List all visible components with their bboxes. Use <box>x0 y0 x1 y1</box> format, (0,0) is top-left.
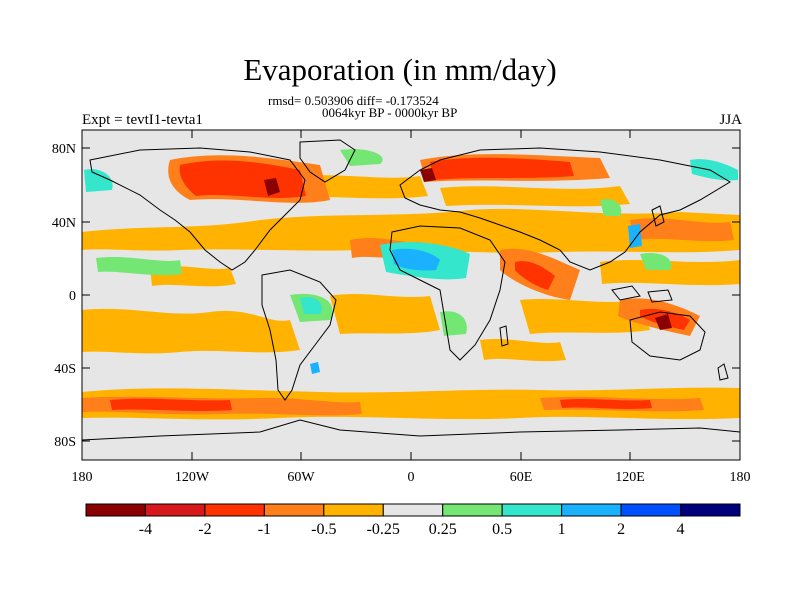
lon-label-60e: 60E <box>510 470 533 485</box>
colorbar-swatch <box>442 503 503 517</box>
lon-label-180-right: 180 <box>730 470 751 485</box>
coastlines <box>82 139 740 441</box>
lon-label-60w: 60W <box>287 470 315 485</box>
experiment-label: Expt = tevtI1-tevta1 <box>82 112 203 128</box>
anomaly-band-green <box>96 149 672 336</box>
colorbar-swatch <box>680 503 741 517</box>
colorbar-swatch <box>501 503 563 517</box>
lon-label-120e: 120E <box>615 470 645 485</box>
season-label: JJA <box>719 112 742 128</box>
lat-label-equator: 0 <box>69 289 76 304</box>
colorbar-label: 1 <box>558 521 566 538</box>
latitude-tick-marks <box>82 147 740 442</box>
colorbar-label: 4 <box>677 521 685 538</box>
map-area <box>82 130 740 460</box>
colorbar-swatch <box>144 503 206 517</box>
anomaly-band-blue <box>310 224 642 374</box>
colorbar-swatch <box>323 503 384 517</box>
colorbar-label: -0.25 <box>367 521 400 538</box>
colorbar-label: -1 <box>258 521 271 538</box>
longitude-tick-marks <box>81 130 741 460</box>
anomaly-patch-dark-red <box>264 168 672 330</box>
colorbar-swatch <box>263 503 325 517</box>
colorbar-swatch <box>85 503 146 517</box>
colorbar-swatch <box>561 503 622 517</box>
colorbar-label: 0.5 <box>492 521 512 538</box>
lat-label-40n: 40N <box>52 216 76 231</box>
period-label: 0064kyr BP - 0000kyr BP <box>322 105 458 120</box>
lon-label-120w: 120W <box>175 470 210 485</box>
colorbar-label: 2 <box>617 521 625 538</box>
colorbar-label: 0.25 <box>429 521 457 538</box>
lat-label-80s: 80S <box>54 435 76 450</box>
colorbar-label: -2 <box>198 521 211 538</box>
colorbar-label: -4 <box>139 521 152 538</box>
rmsd-diff-stats: rmsd= 0.503906 diff= -0.173524 <box>268 93 439 108</box>
lon-label-180-left: 180 <box>72 470 93 485</box>
lat-label-40s: 40S <box>54 362 76 377</box>
lon-label-0: 0 <box>408 470 415 485</box>
colorbar-swatch <box>382 503 444 517</box>
lat-label-80n: 80N <box>52 142 76 157</box>
colorbar-label: -0.5 <box>311 521 336 538</box>
colorbar: -4 -2 -1 -0.5 -0.25 0.25 0.5 1 2 4 <box>85 503 741 538</box>
colorbar-swatch <box>620 503 682 517</box>
map-title: Evaporation (in mm/day) <box>243 52 557 87</box>
colorbar-swatch <box>204 503 265 517</box>
